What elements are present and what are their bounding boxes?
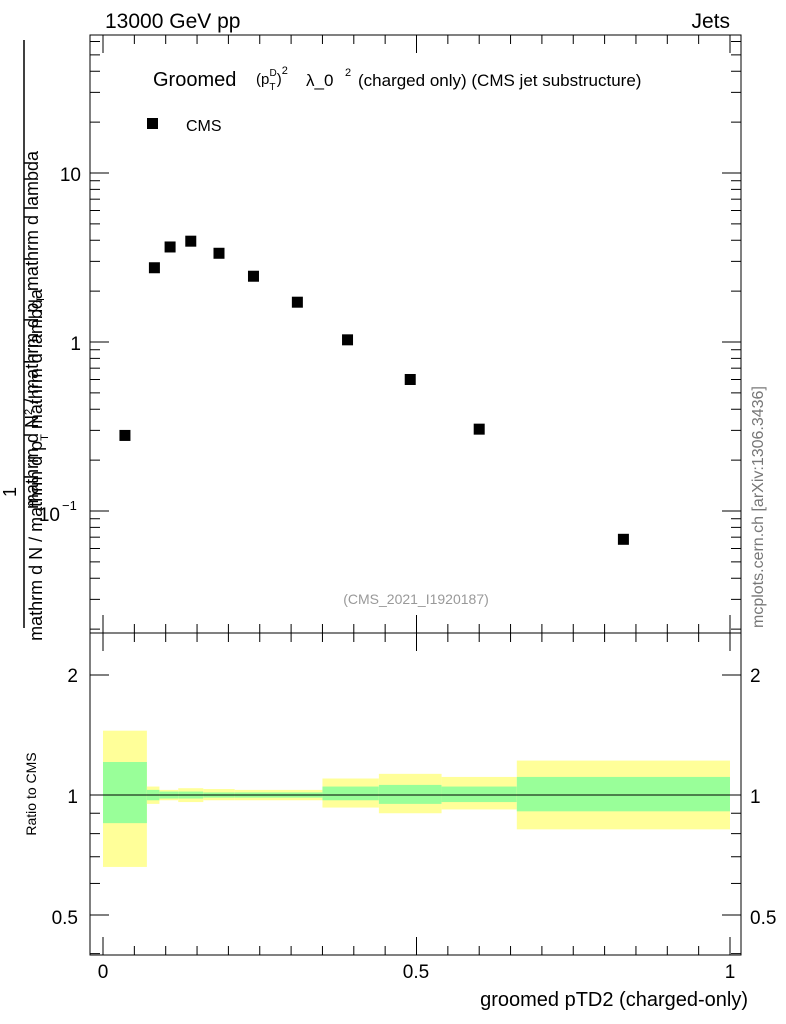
- xtick-label-0: 0: [98, 962, 109, 983]
- plot-title-tail: (charged only) (CMS jet substructure): [358, 71, 641, 90]
- cms-data-point: [473, 423, 485, 435]
- main-ylabel-prefix: 1: [0, 487, 20, 497]
- ratio-band-inner-0: [103, 761, 147, 824]
- mcplots-side-label: mcplots.cern.ch [arXiv:1306.3436]: [750, 386, 767, 628]
- ratio-ytick-left-2: 2: [67, 666, 78, 687]
- ratio-band-inner-8: [441, 786, 517, 803]
- main-ytick-label-0.1: 10: [39, 505, 60, 526]
- cms-data-point: [164, 241, 176, 253]
- ratio-band-inner-9: [516, 776, 730, 812]
- ratio-band-inner-7: [378, 784, 442, 804]
- plot-title-main: Groomed: [153, 69, 236, 91]
- main-ylabel-denominator: mathrm d N / mathrm d pT mathrm d lambda: [26, 288, 51, 641]
- ratio-ytick-left-1: 1: [67, 787, 78, 808]
- main-ylabel: mathrm d N2 / mathrm d pT mathrm d lambd…: [22, 150, 47, 509]
- cms-data-point: [291, 296, 303, 308]
- ratio-band-inner-6: [322, 786, 379, 801]
- ratio-ytick-right-1: 1: [750, 787, 761, 808]
- ratio-ytick-left-0.5: 0.5: [52, 908, 78, 929]
- ratio-plot-frame: [89, 632, 742, 956]
- analysis-watermark: (CMS_2021_I1920187): [343, 591, 489, 607]
- ratio-ylabel: Ratio to CMS: [23, 752, 39, 835]
- cms-data-point: [404, 373, 416, 385]
- plot-title-lambda: λ_0: [306, 71, 333, 90]
- legend-cms-marker: [147, 118, 158, 129]
- xtick-label-1: 1: [725, 962, 736, 983]
- ratio-bands: [103, 730, 730, 867]
- svg-text:mathrm d N / mathrm d pT mathr: mathrm d N / mathrm d pT mathrm d lambda: [26, 288, 51, 641]
- main-ytick-label-1: 1: [70, 334, 81, 355]
- main-ylabel-numerator: mathrm d N2 / mathrm d pT mathrm d lambd…: [22, 150, 47, 509]
- cms-data-point: [119, 429, 131, 441]
- x-axis-label: groomed pTD2 (charged-only): [480, 989, 748, 1011]
- plot-title-pt-symbol: (pTD)2: [256, 65, 288, 93]
- xtick-label-0.5: 0.5: [403, 962, 429, 983]
- ratio-ytick-right-2: 2: [750, 666, 761, 687]
- ratio-axis-ticks: [90, 633, 741, 955]
- cms-data-point: [148, 262, 160, 274]
- main-ytick-label-0.1-exp: −1: [62, 498, 77, 513]
- header-energy-label: 13000 GeV pp: [105, 10, 240, 33]
- cms-data-point: [185, 235, 197, 247]
- ratio-ytick-right-0.5: 0.5: [750, 908, 776, 929]
- plot-title-exponent: 2: [345, 67, 351, 79]
- cms-data-point: [247, 270, 259, 282]
- header-jets-label: Jets: [691, 10, 730, 33]
- cms-data-point: [342, 334, 354, 346]
- legend-cms-label: CMS: [186, 118, 222, 135]
- main-data-points: [119, 235, 629, 545]
- main-axis-ticks: [90, 35, 741, 633]
- main-ytick-label-10: 10: [60, 165, 81, 186]
- cms-data-point: [213, 247, 225, 259]
- cms-data-point: [617, 533, 629, 545]
